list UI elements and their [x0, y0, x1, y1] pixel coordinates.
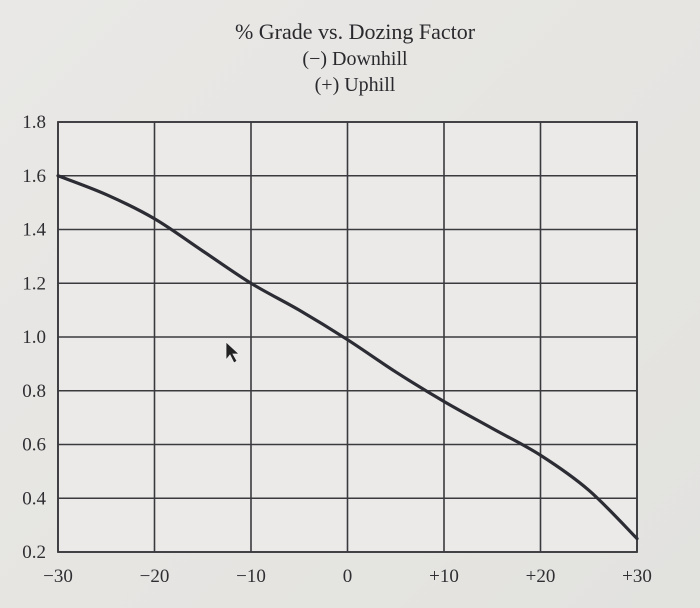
y-tick-label: 0.6 [22, 435, 46, 456]
y-tick-label: 0.4 [22, 488, 46, 509]
chart-title: % Grade vs. Dozing Factor [234, 19, 476, 44]
chart-subtitle-downhill: (−) Downhill [302, 48, 408, 70]
plot-frame [57, 121, 638, 553]
x-tick-label: −10 [236, 566, 266, 587]
mouse-cursor-icon [225, 341, 241, 364]
y-tick-label: 1.0 [22, 327, 46, 348]
x-tick-label: +20 [526, 566, 556, 587]
x-tick-label: +30 [622, 566, 652, 587]
x-tick-label: 0 [343, 566, 353, 587]
y-tick-label: 0.8 [22, 381, 46, 402]
x-tick-label: +10 [429, 566, 459, 587]
chart-subtitle-uphill: (+) Uphill [314, 74, 396, 96]
y-tick-label: 1.8 [22, 112, 46, 133]
x-tick-label: −20 [140, 566, 170, 587]
x-tick-label: −30 [43, 566, 73, 587]
chart-title-block: % Grade vs. Dozing Factor (−) Downhill (… [200, 18, 510, 98]
y-tick-label: 1.4 [22, 220, 46, 241]
y-tick-label: 1.2 [22, 273, 46, 294]
y-tick-label: 0.2 [22, 542, 46, 563]
y-tick-label: 1.6 [22, 166, 46, 187]
series-line-dozing-factor [56, 174, 639, 541]
